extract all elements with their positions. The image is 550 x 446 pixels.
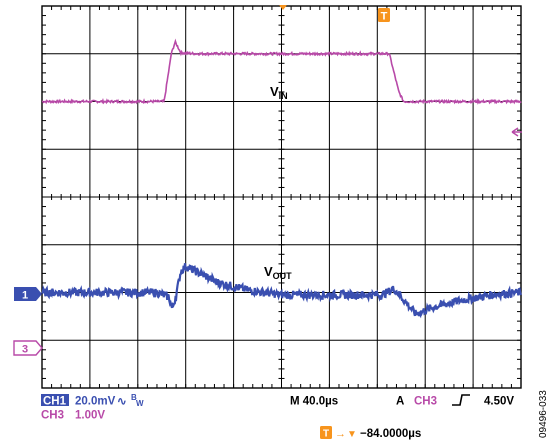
vin-trace bbox=[41, 38, 522, 105]
ch1-scale: 20.0mV bbox=[75, 396, 116, 408]
ch1-tag-background bbox=[41, 394, 69, 406]
trigger-position-t-box bbox=[320, 426, 332, 439]
ch1-ground-marker: 1 bbox=[14, 287, 42, 302]
ch1-tag: CH1 bbox=[43, 396, 67, 408]
vin-label: VIN bbox=[270, 84, 288, 101]
rising-edge-icon bbox=[452, 394, 470, 406]
ch3-scale: 1.00V bbox=[75, 410, 105, 422]
svg-text:T: T bbox=[381, 11, 388, 23]
timebase: M 40.0µs bbox=[290, 396, 338, 408]
figure-id: 09496-033 bbox=[538, 390, 549, 438]
bandwidth-limit-icon: B bbox=[131, 393, 137, 402]
bandwidth-limit-w: W bbox=[136, 399, 144, 408]
trigger-position-value: −84.0000µs bbox=[360, 428, 421, 440]
trigger-level: 4.50V bbox=[484, 396, 514, 408]
trigger-level-arrow-icon bbox=[511, 127, 522, 137]
trigger-mode: A bbox=[396, 396, 404, 408]
svg-text:1: 1 bbox=[22, 290, 28, 302]
trigger-position-t: T bbox=[323, 429, 329, 440]
trigger-marker: T bbox=[378, 8, 390, 23]
trigger-source: CH3 bbox=[414, 396, 437, 408]
svg-text:3: 3 bbox=[22, 344, 28, 356]
trigger-position-down-icon: ▼ bbox=[347, 429, 357, 440]
ch3-label: CH3 bbox=[41, 410, 64, 422]
vout-trace bbox=[41, 263, 523, 319]
trigger-position-arrow: → bbox=[335, 428, 346, 440]
vout-label: VOUT bbox=[264, 264, 292, 281]
readout-bar: CH1 20.0mV ∿ B W CH3 1.00V M 40.0µs A CH… bbox=[41, 393, 514, 440]
trigger-position-arrow-icon bbox=[279, 5, 287, 10]
ch1-coupling-icon: ∿ bbox=[117, 396, 127, 408]
ch3-ground-marker: 3 bbox=[13, 340, 43, 356]
